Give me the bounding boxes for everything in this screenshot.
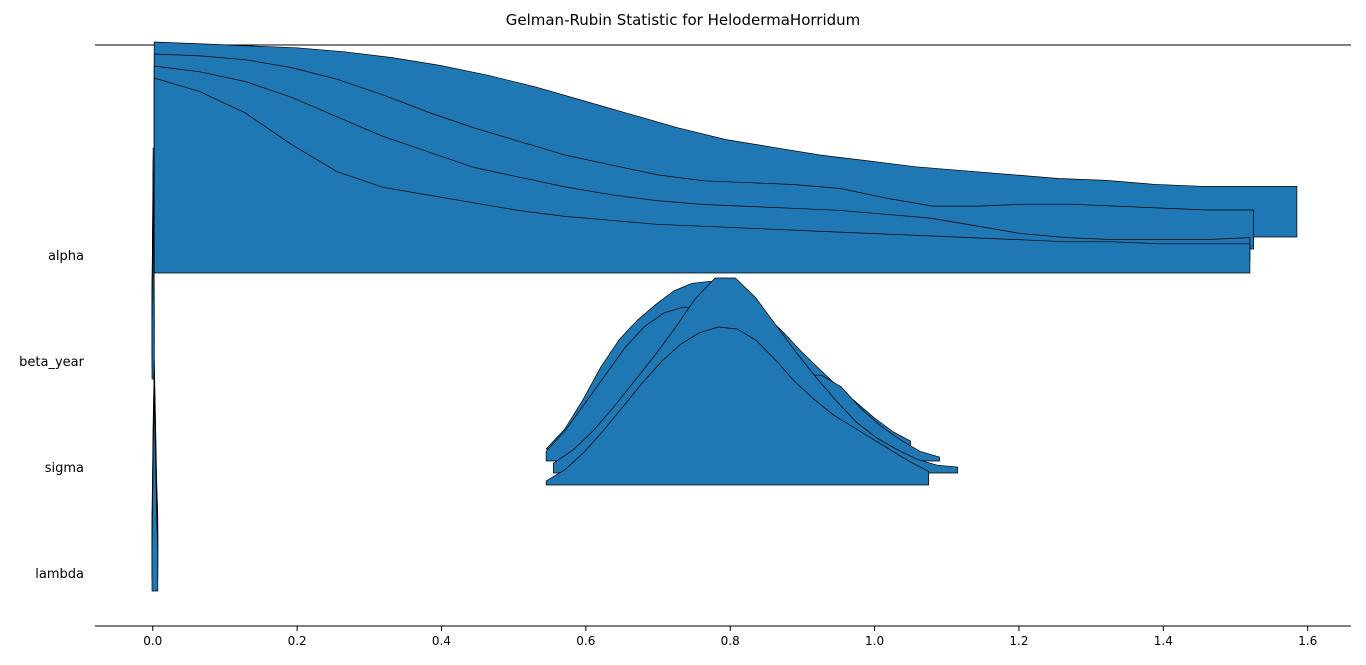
ridge-lambda [151,359,159,592]
x-tick-label: 1.6 [1298,634,1317,648]
y-label-beta_year: beta_year [19,355,84,370]
ridge-lambda-chain-1 [151,395,159,592]
chart-title: Gelman-Rubin Statistic for HelodermaHorr… [506,11,861,29]
ridge-sigma-chain-1 [545,326,930,486]
ridges-group [151,41,1298,592]
x-tick-label: 1.0 [865,634,884,648]
x-tick-label: 1.4 [1154,634,1173,648]
ridge-beta_year [151,147,155,380]
x-tick-label: 0.8 [721,634,740,648]
y-label-lambda: lambda [35,567,84,582]
x-tick-label: 0.6 [576,634,595,648]
y-label-sigma: sigma [45,461,84,476]
ridge-sigma [545,277,958,486]
x-tick-label: 1.2 [1009,634,1028,648]
x-ticks-group: 0.0 0.2 0.4 0.6 0.8 1.0 1.2 1.4 1.6 [143,626,1317,648]
ridge-alpha-chain-1 [153,77,1251,274]
x-tick-label: 0.4 [432,634,451,648]
ridge-alpha [153,41,1298,274]
x-tick-label: 0.2 [288,634,307,648]
x-tick-label: 0.0 [143,634,162,648]
y-label-alpha: alpha [48,249,84,264]
